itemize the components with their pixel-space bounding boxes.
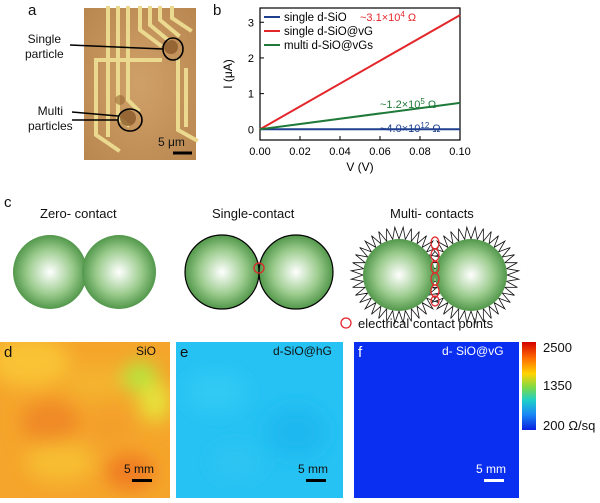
x-tick-label: 0.04 xyxy=(329,146,350,158)
panel-label-b: b xyxy=(213,2,222,19)
title-multi-contacts: Multi- contacts xyxy=(390,206,474,221)
title-zero-contact: Zero- contact xyxy=(40,206,117,221)
y-axis-label: I (μA) xyxy=(221,59,235,89)
panel-label-d: d xyxy=(4,344,13,361)
contact-points-multi xyxy=(430,236,440,307)
sphere-multi-left xyxy=(363,239,435,311)
map-panel-e: e d-SiO@hG 5 mm xyxy=(176,342,343,498)
series-line-2 xyxy=(259,101,461,131)
sphere-zero-right xyxy=(82,235,156,309)
map-panel-d: d SiO 5 mm xyxy=(0,342,170,498)
x-tick-label: 0.00 xyxy=(249,146,270,158)
x-tick-label: 0.06 xyxy=(369,146,390,158)
resistance-annotation: ~1.2×105 Ω xyxy=(380,97,436,111)
y-tick-label: 3 xyxy=(248,17,254,29)
map-label-sio: SiO xyxy=(136,344,157,358)
plot-frame xyxy=(259,7,461,141)
y-tick-label: 0 xyxy=(248,124,254,136)
y-tick-label: 2 xyxy=(248,53,254,65)
map-label-vg: d- SiO@vG xyxy=(442,344,504,358)
contact-legend-marker xyxy=(340,317,352,329)
series-line-1 xyxy=(259,14,461,131)
map-label-hg: d-SiO@hG xyxy=(273,344,332,358)
micrograph-panel xyxy=(69,6,199,160)
sheet-resistance-map-vg xyxy=(354,342,519,498)
sphere-multi-right xyxy=(435,239,507,311)
map-scalebar-label-e: 5 mm xyxy=(298,462,328,476)
resistance-annotation: ~3.1×104 Ω xyxy=(360,10,416,24)
panel-label-e: e xyxy=(180,344,189,361)
sphere-single-right xyxy=(258,234,334,310)
colorbar-min: 200 Ω/sq xyxy=(543,418,596,433)
x-axis-label: V (V) xyxy=(346,160,373,174)
map-scalebar-label-d: 5 mm xyxy=(124,462,154,476)
sphere-single-left xyxy=(184,234,260,310)
resistance-annotation: ~4.0×1012 Ω xyxy=(380,121,441,135)
micrograph-scalebar-label: 5 μm xyxy=(158,135,185,149)
panel-label-f: f xyxy=(358,344,363,361)
colorbar xyxy=(522,342,536,430)
panel-label-c: c xyxy=(4,194,12,211)
map-scalebar-label-f: 5 mm xyxy=(476,462,506,476)
x-tick-label: 0.02 xyxy=(289,146,310,158)
label-multi-particles: Multi particles xyxy=(28,104,73,133)
iv-chart: 0.00 0.02 0.04 0.06 0.08 0.10 0 1 2 3 V (V) I (μA) s… xyxy=(221,7,471,174)
map-panel-f: f d- SiO@vG 5 mm xyxy=(354,342,519,498)
sheet-resistance-map-hg xyxy=(176,342,343,498)
sphere-zero-left xyxy=(13,235,87,309)
colorbar-mid: 1350 xyxy=(543,378,572,393)
sheet-resistance-map-sio xyxy=(0,342,170,498)
colorbar-max: 2500 xyxy=(543,340,572,355)
contact-legend-label: electrical contact points xyxy=(358,316,494,331)
legend-entry: multi d-SiO@vGs xyxy=(284,40,373,52)
label-single-particle: Single particle xyxy=(25,32,64,61)
map-scalebar-d xyxy=(132,479,152,482)
map-scalebar-f xyxy=(484,479,504,482)
x-tick-label: 0.08 xyxy=(409,146,430,158)
contact-schematic xyxy=(13,225,521,329)
title-single-contact: Single-contact xyxy=(212,206,295,221)
legend-entry: single d-SiO@vG xyxy=(284,26,373,38)
legend-entry: single d-SiO xyxy=(284,12,347,24)
panel-label-a: a xyxy=(28,2,37,19)
x-tick-label: 0.10 xyxy=(449,146,470,158)
map-scalebar-e xyxy=(306,479,326,482)
y-tick-label: 1 xyxy=(248,89,254,101)
contact-point-single xyxy=(253,262,265,274)
